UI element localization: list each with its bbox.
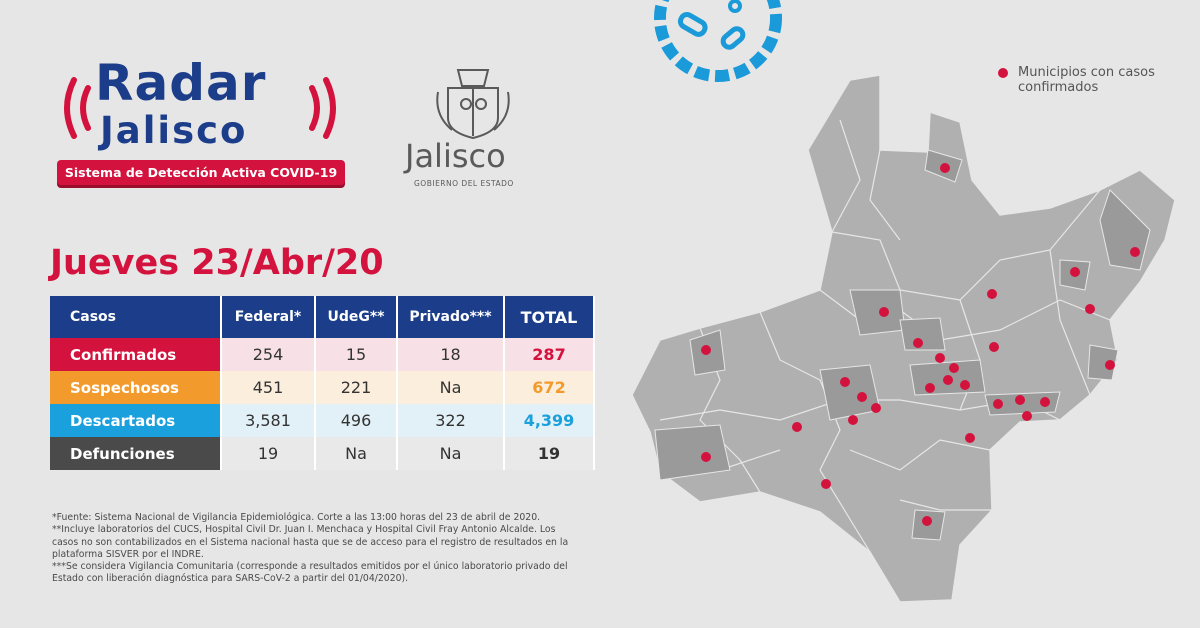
municipality-dot	[949, 363, 959, 373]
municipality-dot	[943, 375, 953, 385]
table-cell: 254	[221, 338, 316, 371]
municipality-dot	[1070, 267, 1080, 277]
row-label: Defunciones	[50, 437, 222, 470]
jalisco-map	[631, 74, 1176, 603]
table-cell: Na	[315, 437, 398, 470]
table-cell: 451	[221, 371, 316, 404]
table-cell: 672	[504, 371, 595, 404]
logo-tagline: Sistema de Detección Activa COVID-19	[57, 160, 345, 185]
footnotes: *Fuente: Sistema Nacional de Vigilancia …	[52, 512, 582, 586]
municipality-dot	[987, 289, 997, 299]
municipality-dot	[1040, 397, 1050, 407]
crest	[436, 69, 510, 140]
map-legend: Municipios con casos confirmados	[1018, 65, 1155, 95]
municipality-dot	[1130, 247, 1140, 257]
municipality-dot	[840, 377, 850, 387]
row-label: Descartados	[50, 404, 222, 437]
municipality-dot	[879, 307, 889, 317]
footnote: ***Se considera Vigilancia Comunitaria (…	[52, 561, 568, 585]
municipality-dot	[848, 415, 858, 425]
municipality-dot	[935, 353, 945, 363]
municipality-dot	[960, 380, 970, 390]
table-row: Defunciones 19 Na Na 19	[50, 437, 595, 470]
municipality-dot	[871, 403, 881, 413]
table-cell: 221	[315, 371, 398, 404]
municipality-dot	[792, 422, 802, 432]
table-row: Descartados 3,581 496 322 4,399	[50, 404, 595, 437]
table-cell: 4,399	[504, 404, 595, 437]
municipality-dot	[940, 163, 950, 173]
municipality-dot	[1085, 304, 1095, 314]
municipality-dot	[701, 345, 711, 355]
municipality-dot	[922, 516, 932, 526]
municipality-dot	[965, 433, 975, 443]
header-cell: Privado***	[397, 296, 505, 338]
municipality-dot	[857, 392, 867, 402]
table-row: Sospechosos 451 221 Na 672	[50, 371, 595, 404]
date: Jueves 23/Abr/20	[50, 243, 384, 283]
header-row: Casos Federal* UdeG** Privado*** TOTAL	[50, 296, 595, 338]
table-cell: 3,581	[221, 404, 316, 437]
row-label: Confirmados	[50, 338, 222, 371]
table-cell: 18	[397, 338, 505, 371]
cases-table: Casos Federal* UdeG** Privado*** TOTAL Confi…	[50, 296, 595, 470]
government-subtitle: GOBIERNO DEL ESTADO	[414, 179, 514, 188]
table-cell: 15	[315, 338, 398, 371]
radar-waves	[64, 77, 336, 139]
header-cell: UdeG**	[315, 296, 398, 338]
municipality-dot	[913, 338, 923, 348]
municipality-dot	[701, 452, 711, 462]
government-name: Jalisco	[405, 137, 506, 175]
legend-dot	[998, 68, 1008, 78]
virus-icon	[654, 0, 782, 82]
footnote: **Incluye laboratorios del CUCS, Hospita…	[52, 524, 569, 560]
municipality-dot	[993, 399, 1003, 409]
municipality-dot	[1015, 395, 1025, 405]
footnote: *Fuente: Sistema Nacional de Vigilancia …	[52, 512, 541, 523]
table-cell: 19	[504, 437, 595, 470]
logo-subtitle: Jalisco	[100, 109, 248, 152]
municipality-dot	[989, 342, 999, 352]
municipality-dot	[1105, 360, 1115, 370]
table-cell: 322	[397, 404, 505, 437]
table-cell: 19	[221, 437, 316, 470]
table-cell: Na	[397, 437, 505, 470]
row-label: Sospechosos	[50, 371, 222, 404]
municipality-dot	[925, 383, 935, 393]
table-cell: Na	[397, 371, 505, 404]
header-cell: TOTAL	[504, 296, 595, 338]
municipality-dot	[821, 479, 831, 489]
header-cell: Federal*	[221, 296, 316, 338]
municipality-dot	[1022, 411, 1032, 421]
header-cell: Casos	[50, 296, 222, 338]
table-row: Confirmados 254 15 18 287	[50, 338, 595, 371]
table-cell: 496	[315, 404, 398, 437]
table-cell: 287	[504, 338, 595, 371]
logo-title: Radar	[95, 54, 267, 112]
